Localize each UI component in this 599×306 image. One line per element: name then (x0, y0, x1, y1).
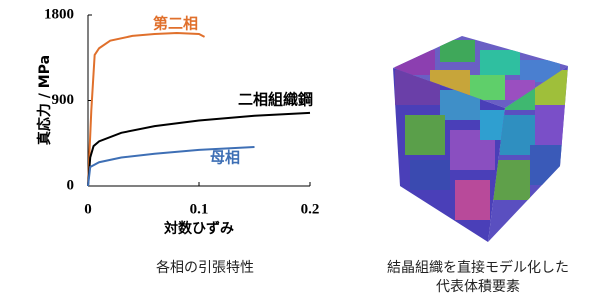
x-tick-label: 0.1 (190, 201, 209, 217)
y-tick-label: 900 (52, 92, 75, 108)
y-axis-title: 真応力 / MPa (36, 55, 53, 145)
caption: 代表体積要素 (436, 279, 520, 295)
x-tick-label: 0 (84, 201, 92, 217)
rve-cube (393, 36, 570, 242)
series-label: 第二相 (153, 15, 198, 33)
caption: 結晶組織を直接モデル化した (387, 259, 569, 276)
y-tick-label: 0 (67, 177, 75, 193)
y-tick-label: 1800 (44, 6, 74, 22)
caption: 各相の引張特性 (156, 260, 254, 276)
x-axis-title: 対数ひずみ (163, 220, 234, 237)
x-tick-label: 0.2 (301, 201, 320, 217)
series-label: 母相 (210, 149, 240, 167)
series-label: 二相組織鋼 (238, 91, 313, 109)
figure: 真応力 / MPa 対数ひずみ 各相の引張特性 結晶組織を直接モデル化した 代表… (0, 0, 599, 302)
series-line (88, 33, 205, 186)
